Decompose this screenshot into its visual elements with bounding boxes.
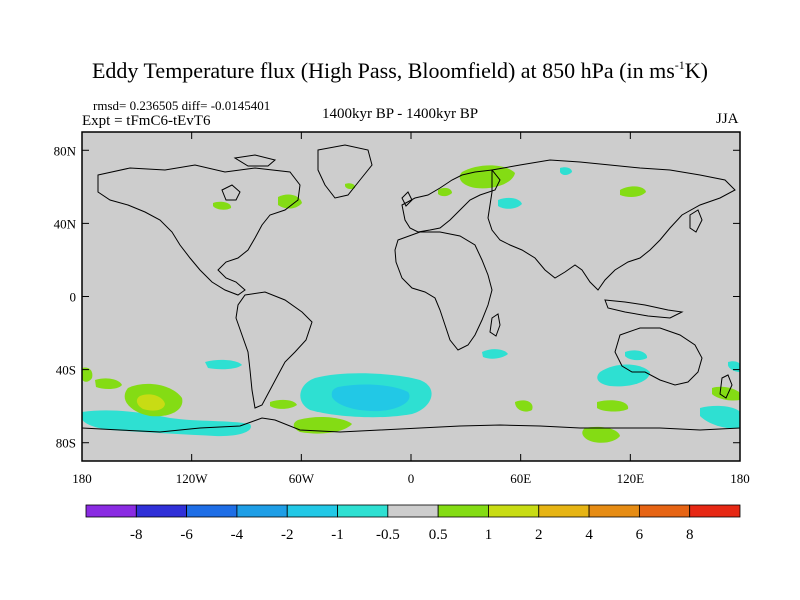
- x-tick-label: 120W: [176, 471, 209, 486]
- coast-indonesia: [604, 299, 684, 319]
- season-label: JJA: [716, 111, 739, 127]
- anomaly-south-atlantic-core: [331, 384, 410, 412]
- anomaly-scandinavia: [459, 165, 515, 189]
- y-tick-label: 80N: [54, 143, 77, 158]
- anomaly-east-edge: [712, 386, 740, 401]
- colorbar-swatch: [186, 504, 238, 518]
- period-label: 1400kyr BP - 1400kyr BP: [322, 106, 479, 122]
- colorbar-label: -6: [180, 527, 193, 543]
- colorbar-label: -1: [331, 527, 344, 543]
- x-axis: 180 120W 60W 0 60E 120E 180: [72, 132, 750, 486]
- colorbar-label: -2: [281, 527, 294, 543]
- x-tick-label: 180: [72, 471, 92, 486]
- anomaly-south-pacific-band: [82, 410, 251, 437]
- stats-line: rmsd= 0.236505 diff= -0.0145401: [93, 98, 271, 113]
- colorbar-swatch: [538, 504, 590, 518]
- anomaly-north-atlantic: [438, 187, 452, 197]
- anomaly-north-pacific: [345, 183, 356, 190]
- x-tick-label: 0: [408, 471, 415, 486]
- colorbar-swatch: [85, 504, 137, 518]
- y-tick-label: 0: [70, 290, 77, 305]
- colorbar-swatch: [236, 504, 288, 518]
- anomaly-antarctic-120E: [582, 426, 620, 443]
- colorbar-label: 0.5: [429, 527, 448, 543]
- colorbar-label: -4: [231, 527, 244, 543]
- colorbar-label: 2: [535, 527, 543, 543]
- anomaly-new-zealand-south: [700, 405, 740, 429]
- colorbar-label: 4: [585, 527, 593, 543]
- anomaly-north-russia: [498, 197, 522, 209]
- anomaly-south-pacific-north: [205, 359, 242, 370]
- anomaly-kerguelen: [515, 400, 533, 412]
- x-tick-label: 120E: [617, 471, 645, 486]
- colorbar: -8 -6 -4 -2 -1 -0.5 0.5 1 2 4 6 8: [85, 504, 741, 543]
- colorbar-label: 8: [686, 527, 694, 543]
- coast-new-zealand: [719, 374, 733, 399]
- colorbar-swatch: [337, 504, 389, 518]
- anomaly-arctic-east: [560, 167, 572, 175]
- coast-north-america: [97, 164, 301, 296]
- anomaly-west-edge: [82, 367, 93, 382]
- anomaly-south-pacific-east: [95, 378, 122, 390]
- coast-africa: [394, 231, 493, 351]
- anomaly-indian-south: [597, 364, 650, 387]
- colorbar-label: -0.5: [376, 527, 400, 543]
- colorbar-swatch: [689, 504, 741, 518]
- coastlines: [82, 144, 740, 433]
- colorbar-label: 6: [636, 527, 644, 543]
- colorbar-swatch: [286, 504, 338, 518]
- coast-canadian-arctic: [233, 154, 277, 167]
- anomaly-south-pacific-positive-core: [136, 394, 165, 411]
- anomaly-south-america-south: [293, 417, 352, 434]
- coast-hudson-bay: [221, 184, 241, 201]
- y-axis: 80N 40N 0 40S 80S: [54, 143, 740, 451]
- colorbar-swatch: [135, 504, 188, 518]
- colorbar-swatch: [387, 504, 439, 518]
- coast-greenland: [317, 144, 373, 199]
- colorbar-swatch: [588, 504, 640, 518]
- experiment-label: Expt = tFmC6-tEvT6: [82, 113, 211, 129]
- coast-south-america: [235, 291, 313, 409]
- x-tick-label: 180: [730, 471, 750, 486]
- colorbar-label: -8: [130, 527, 143, 543]
- plot-title: Eddy Temperature flux (High Pass, Bloomf…: [91, 58, 708, 83]
- coast-madagascar: [489, 313, 501, 337]
- coast-british-isles: [401, 191, 413, 207]
- anomaly-hudson: [213, 201, 232, 210]
- coast-asia: [487, 159, 736, 291]
- coast-antarctica: [82, 417, 740, 433]
- x-tick-label: 60W: [289, 471, 315, 486]
- anomaly-africa-south: [482, 349, 508, 359]
- anomaly-drake: [270, 399, 297, 409]
- x-tick-label: 60E: [510, 471, 531, 486]
- colorbar-label: 1: [485, 527, 493, 543]
- y-tick-label: 40N: [54, 216, 77, 231]
- anomaly-indian-north: [625, 350, 648, 361]
- colorbar-swatch: [638, 504, 691, 518]
- y-tick-label: 40S: [56, 363, 76, 378]
- anomaly-eastern-north-america: [278, 194, 302, 209]
- colorbar-swatch: [437, 504, 489, 518]
- anomaly-central-asia: [620, 186, 646, 197]
- anomaly-layer: [82, 144, 740, 443]
- y-tick-label: 80S: [56, 436, 76, 451]
- coast-australia: [614, 327, 703, 386]
- colorbar-swatch: [488, 504, 540, 518]
- coast-japan: [689, 209, 703, 233]
- anomaly-south-indian-positive: [597, 400, 629, 412]
